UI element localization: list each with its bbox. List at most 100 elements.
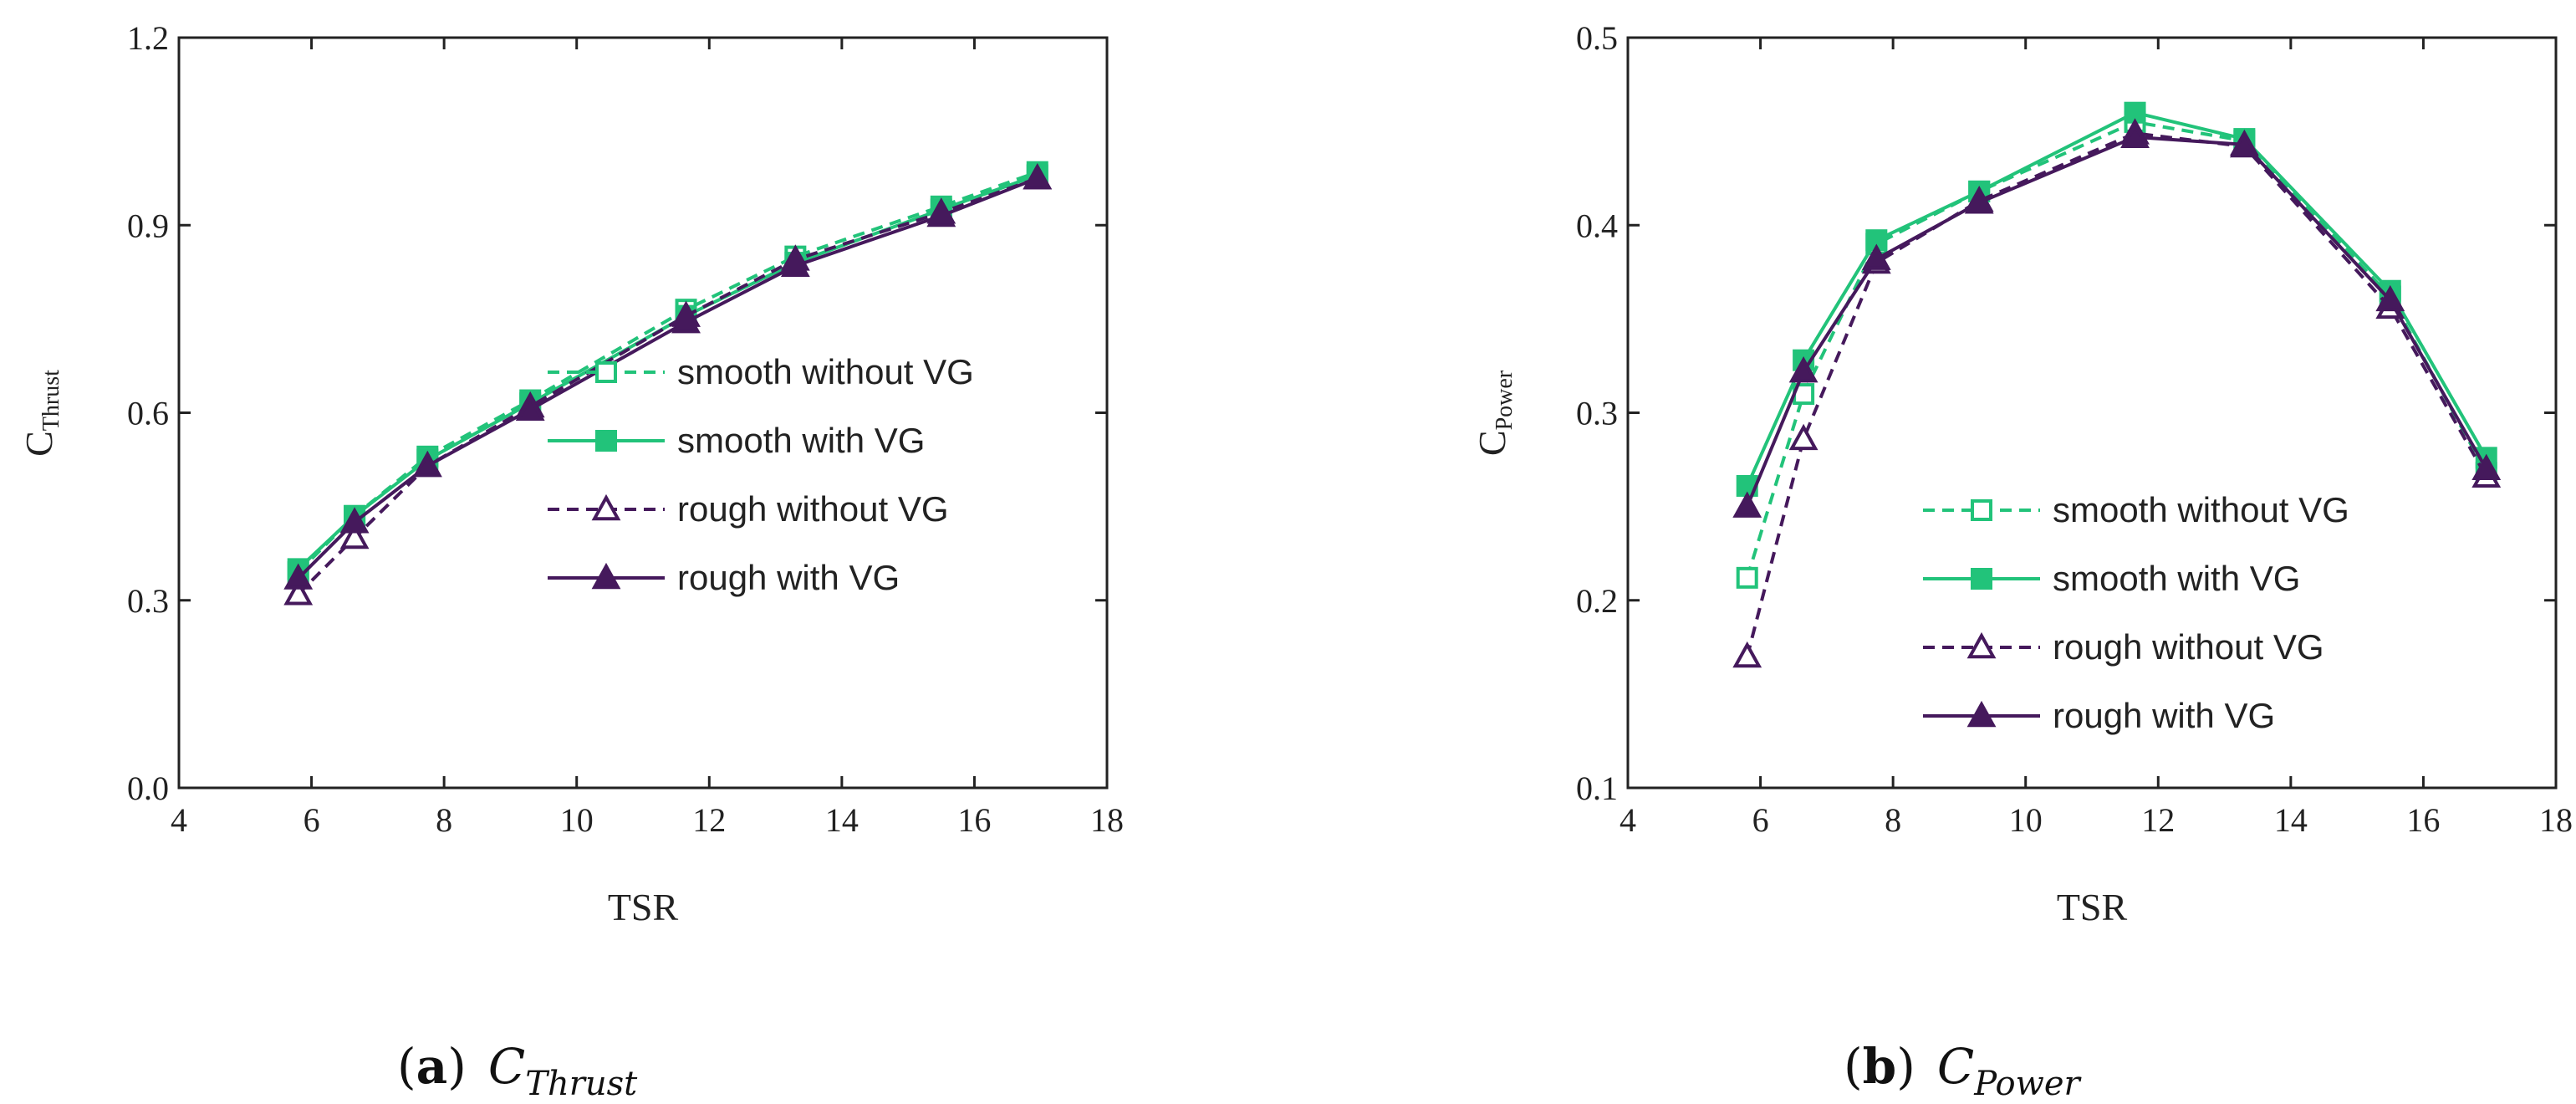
thrust-series-line-rough-without-VG <box>297 176 1038 595</box>
thrust-y-ticks: 0.0 0.3 0.6 0.9 1.2 <box>127 19 1107 807</box>
power-x-tick-label: 8 <box>1885 801 1901 839</box>
power-data-point-rough-with-VG <box>2120 121 2150 149</box>
thrust-legend-marker-rough-without-VG <box>591 493 621 521</box>
thrust-x-tick-label: 14 <box>825 801 859 839</box>
power-series-line-rough-without-VG <box>1745 131 2488 657</box>
power-legend-label-rough-with-VG: rough with VG <box>2053 696 2275 735</box>
power-y-axis-title: CPower <box>1471 370 1518 456</box>
power-caption-open-paren: ( <box>1844 1038 1863 1095</box>
power-series-line-smooth-without-VG <box>1745 120 2488 579</box>
power-series-line-smooth-with-VG <box>1745 110 2488 487</box>
thrust-x-tick-label: 4 <box>171 801 187 839</box>
thrust-data-point-rough-with-VG <box>283 563 314 590</box>
thrust-x-tick-label: 6 <box>304 801 320 839</box>
power-legend-marker-rough-without-VG <box>1966 631 1997 659</box>
thrust-x-tick-label: 12 <box>692 801 726 839</box>
thrust-data-point-rough-with-VG <box>515 394 545 421</box>
thrust-caption-close-paren: ) <box>447 1038 467 1095</box>
thrust-x-tick-label: 10 <box>560 801 594 839</box>
thrust-caption: (a) CThrust <box>397 1038 638 1103</box>
thrust-caption-symbol: C <box>488 1038 525 1095</box>
power-y-tick-label: 0.4 <box>1576 207 1618 244</box>
power-legend-marker-smooth-with-VG <box>1971 568 1992 590</box>
power-data-point-rough-with-VG <box>2229 129 2259 156</box>
thrust-legend-label-rough-with-VG: rough with VG <box>677 558 900 597</box>
power-chart-panel: 4 6 8 10 12 14 16 18 0.10.20.30.40.5 TSR CPower… <box>1471 19 2573 1103</box>
power-y-tick-label: 0.3 <box>1576 395 1618 432</box>
thrust-x-axis-title: TSR <box>608 886 679 928</box>
power-data-point-rough-with-VG <box>2375 284 2405 312</box>
thrust-x-tick-label: 18 <box>1090 801 1124 839</box>
power-data-point-rough-with-VG <box>1732 491 1762 518</box>
thrust-y-axis-title: CThrust <box>18 370 64 457</box>
power-x-tick-label: 10 <box>2009 801 2043 839</box>
power-data-point-rough-without-VG <box>1732 641 1762 668</box>
thrust-legend: smooth without VG smooth with VG rough wit… <box>548 352 974 597</box>
thrust-data-point-rough-with-VG <box>1023 163 1053 190</box>
thrust-y-tick-label: 0.3 <box>127 582 169 620</box>
power-data-point-rough-without-VG <box>1788 423 1819 451</box>
power-legend-marker-smooth-without-VG <box>1971 499 1992 521</box>
power-y-tick-label: 0.1 <box>1576 769 1618 807</box>
power-data-point-rough-with-VG <box>1964 187 1994 214</box>
thrust-legend-item-rough-with-VG: rough with VG <box>548 558 900 597</box>
thrust-legend-label-smooth-without-VG: smooth without VG <box>677 352 974 391</box>
power-legend-item-rough-without-VG: rough without VG <box>1923 627 2324 667</box>
power-legend-marker-rough-with-VG <box>1966 700 1997 728</box>
power-y-tick-label: 0.5 <box>1576 19 1618 57</box>
thrust-y-tick-label: 1.2 <box>127 19 169 57</box>
power-caption-symbol: C <box>1937 1038 1974 1095</box>
power-caption: (b) CPower <box>1844 1038 2083 1103</box>
thrust-y-tick-label: 0.9 <box>127 207 169 244</box>
power-legend-label-smooth-without-VG: smooth without VG <box>2053 490 2349 529</box>
power-x-tick-label: 4 <box>1620 801 1636 839</box>
thrust-caption-tag: a <box>416 1038 448 1095</box>
thrust-data-point-rough-with-VG <box>412 450 442 478</box>
power-data-point-smooth-without-VG <box>1736 566 1758 589</box>
power-legend-label-rough-without-VG: rough without VG <box>2053 627 2324 667</box>
power-legend-item-smooth-without-VG: smooth without VG <box>1923 490 2349 529</box>
thrust-legend-marker-smooth-without-VG <box>595 361 617 383</box>
power-series-layer <box>1732 101 2502 668</box>
power-legend: smooth without VG smooth with VG rough wit… <box>1923 490 2349 735</box>
thrust-y-tick-label: 0.0 <box>127 769 169 807</box>
power-x-tick-label: 18 <box>2539 801 2573 839</box>
power-y-tick-label: 0.2 <box>1576 582 1618 620</box>
power-y-axis-title-sub: Power <box>1492 370 1518 430</box>
thrust-chart-panel: 4 6 8 10 12 14 16 18 0.00.30.60.91.2 TSR CThrus… <box>18 19 1124 1103</box>
power-y-axis-title-main: C <box>1471 430 1513 456</box>
thrust-data-point-rough-without-VG <box>283 579 314 606</box>
power-legend-label-smooth-with-VG: smooth with VG <box>2053 559 2300 598</box>
thrust-data-point-rough-without-VG <box>339 522 370 549</box>
power-legend-item-rough-with-VG: rough with VG <box>1923 696 2275 735</box>
thrust-series-line-smooth-without-VG <box>297 170 1038 574</box>
power-x-ticks: 4 6 8 10 12 14 16 18 <box>1620 38 2573 839</box>
thrust-legend-item-smooth-with-VG: smooth with VG <box>548 421 925 460</box>
thrust-y-axis-title-sub: Thrust <box>38 370 64 431</box>
thrust-caption-open-paren: ( <box>397 1038 416 1095</box>
power-data-point-rough-with-VG <box>2471 453 2502 480</box>
thrust-data-point-rough-with-VG <box>339 507 370 534</box>
power-x-axis-title: TSR <box>2057 886 2128 928</box>
power-legend-item-smooth-with-VG: smooth with VG <box>1923 559 2300 598</box>
power-y-ticks: 0.1 0.2 0.3 0.4 0.5 <box>1576 19 2556 807</box>
thrust-legend-label-smooth-with-VG: smooth with VG <box>677 421 925 460</box>
power-x-tick-label: 6 <box>1752 801 1769 839</box>
thrust-legend-label-rough-without-VG: rough without VG <box>677 489 949 529</box>
thrust-legend-item-rough-without-VG: rough without VG <box>548 489 949 529</box>
thrust-x-ticks: 4 6 8 10 12 14 16 18 <box>171 38 1124 839</box>
power-caption-subscript: Power <box>1973 1065 2082 1103</box>
power-caption-close-paren: ) <box>1896 1038 1915 1095</box>
thrust-y-tick-label: 0.6 <box>127 395 169 432</box>
thrust-legend-marker-smooth-with-VG <box>595 430 617 452</box>
power-x-tick-label: 16 <box>2406 801 2440 839</box>
thrust-x-tick-label: 16 <box>957 801 991 839</box>
thrust-plot-frame <box>177 36 1109 790</box>
power-x-tick-label: 12 <box>2141 801 2175 839</box>
power-series-line-rough-with-VG <box>1745 135 2488 508</box>
thrust-data-point-rough-with-VG <box>671 306 701 334</box>
power-caption-tag: b <box>1863 1038 1897 1095</box>
thrust-y-axis-title-main: C <box>18 431 60 457</box>
power-data-point-rough-with-VG <box>1861 243 1891 270</box>
